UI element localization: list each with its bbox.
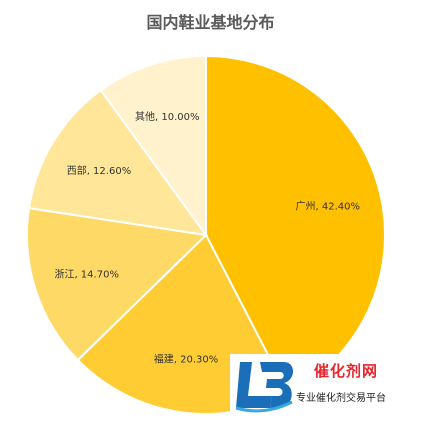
- pie-slice-3: [26, 206, 209, 362]
- slice-label-4: 西部, 12.60%: [67, 164, 132, 177]
- watermark-brand: 催化剂网: [314, 362, 379, 380]
- pie-slice-5: [99, 54, 207, 239]
- pie-slice-4: [27, 88, 209, 237]
- slice-label-1: 广州, 42.40%: [295, 200, 360, 212]
- chart-title: 国内鞋业基地分布: [146, 13, 275, 32]
- slice-label-5: 其他, 10.00%: [135, 110, 200, 123]
- slice-label-2: 福建, 20.30%: [154, 353, 219, 366]
- lb-logo-icon: [235, 362, 293, 413]
- watermark: 催化剂网 专业催化剂交易平台: [230, 354, 421, 421]
- slice-label-3: 浙江, 14.70%: [54, 268, 119, 280]
- watermark-slogan: 专业催化剂交易平台: [296, 393, 386, 404]
